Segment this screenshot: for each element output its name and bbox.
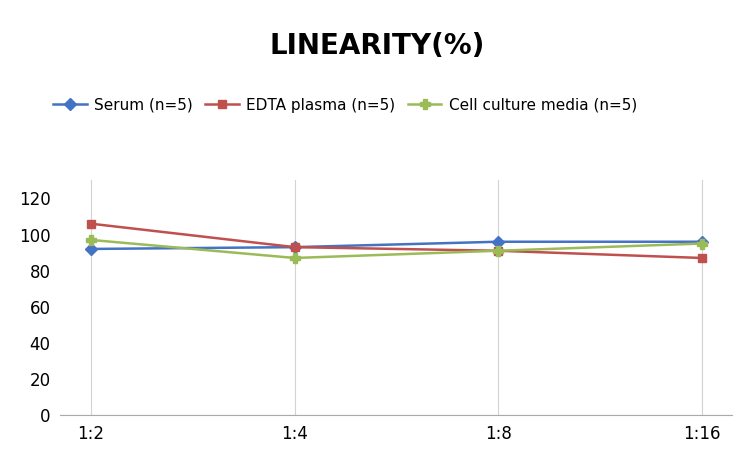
Cell culture media (n=5) — [698, 241, 707, 246]
Line: Cell culture media (n=5): Cell culture media (n=5) — [86, 235, 707, 263]
Serum (n=5) — [290, 244, 299, 250]
Legend: Serum (n=5), EDTA plasma (n=5), Cell culture media (n=5): Serum (n=5), EDTA plasma (n=5), Cell cul… — [53, 98, 637, 113]
Line: Serum (n=5): Serum (n=5) — [87, 238, 706, 253]
EDTA plasma (n=5) — [290, 244, 299, 250]
Cell culture media (n=5) — [290, 255, 299, 261]
Serum (n=5) — [494, 239, 503, 244]
Cell culture media (n=5) — [86, 237, 95, 243]
Cell culture media (n=5) — [494, 248, 503, 253]
EDTA plasma (n=5) — [698, 255, 707, 261]
Text: LINEARITY(%): LINEARITY(%) — [270, 32, 485, 60]
EDTA plasma (n=5) — [86, 221, 95, 226]
Serum (n=5) — [698, 239, 707, 244]
Serum (n=5) — [86, 246, 95, 252]
EDTA plasma (n=5) — [494, 248, 503, 253]
Line: EDTA plasma (n=5): EDTA plasma (n=5) — [87, 220, 706, 262]
